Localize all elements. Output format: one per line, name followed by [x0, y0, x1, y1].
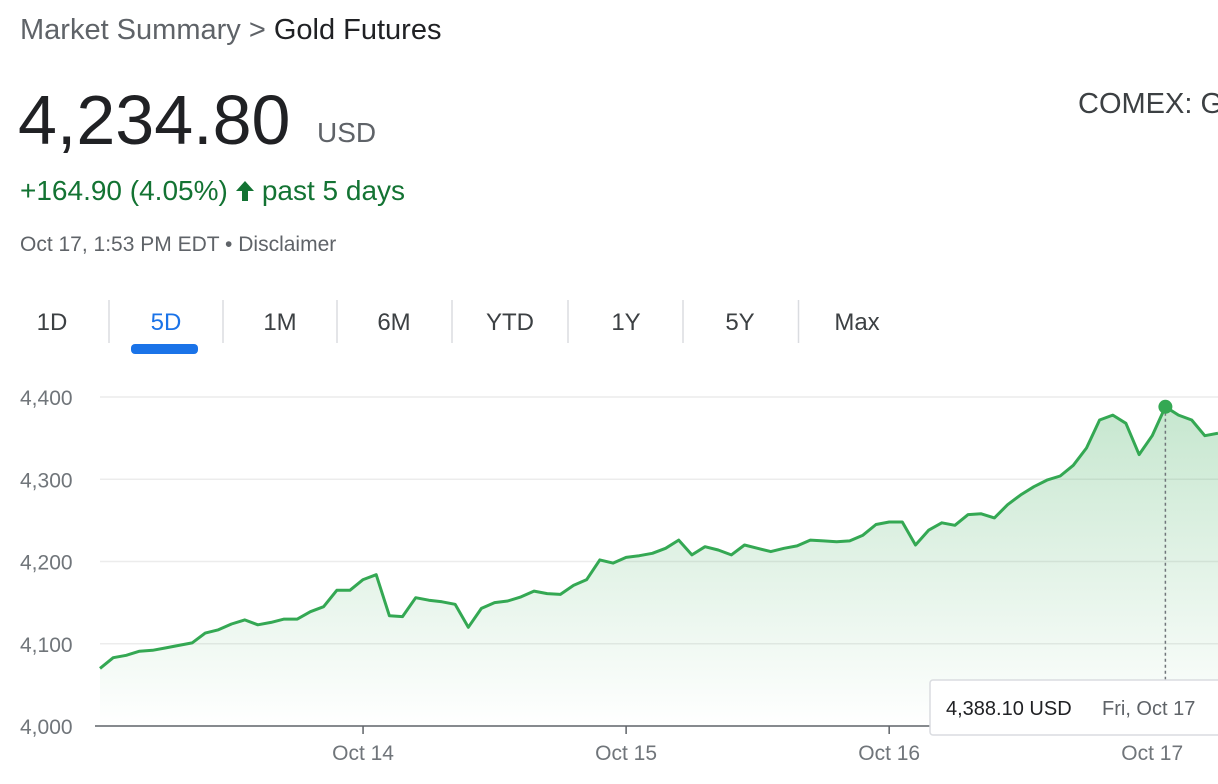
y-tick-label: 4,300 — [20, 469, 73, 492]
range-tab[interactable]: Max — [834, 309, 879, 336]
timestamp: Oct 17, 1:53 PM EDT — [20, 233, 220, 256]
x-tick-label: Oct 14 — [332, 742, 394, 765]
breadcrumb: Market Summary > Gold Futures — [20, 14, 441, 47]
range-tab[interactable]: 5Y — [725, 309, 754, 336]
active-tab-indicator — [131, 344, 198, 354]
price-line — [99, 405, 1218, 670]
range-tab[interactable]: 1M — [263, 309, 296, 336]
tooltip: 4,388.10 USD Fri, Oct 17 — [929, 679, 1218, 736]
price: 4,234.80 — [18, 81, 291, 159]
tooltip-value: 4,388.10 USD — [946, 698, 1072, 720]
x-tick-label: Oct 16 — [858, 742, 920, 765]
disclaimer-link[interactable]: Disclaimer — [238, 233, 337, 256]
range-tab[interactable]: YTD — [486, 309, 534, 336]
range-tab[interactable]: 5D — [151, 309, 182, 336]
y-tick-label: 4,000 — [20, 716, 73, 739]
tooltip-value-number: 4,388.10 — [946, 698, 1024, 720]
tooltip-box — [929, 679, 1218, 736]
x-tick-label: Oct 17 — [1121, 742, 1183, 765]
range-tabs: 1D 5D 1M 6M YTD 1Y 5Y Max — [37, 300, 880, 354]
breadcrumb-link[interactable]: Market Summary — [20, 14, 241, 46]
separator: • — [225, 233, 233, 256]
range-tab[interactable]: 6M — [377, 309, 410, 336]
range-tab[interactable]: 1Y — [611, 309, 640, 336]
currency: USD — [317, 117, 377, 148]
exchange: COMEX: GC — [1078, 88, 1218, 120]
change-row: +164.90 (4.05%) past 5 days — [20, 175, 405, 207]
timestamp-row: Oct 17, 1:53 PM EDT • Disclaimer — [20, 233, 336, 257]
tooltip-time: Fri, Oct 17 — [1102, 698, 1195, 720]
period: past 5 days — [261, 175, 406, 206]
breadcrumb-separator: > — [248, 14, 266, 46]
tooltip-unit: USD — [1029, 698, 1071, 720]
up-arrow — [235, 181, 254, 201]
hover-point — [1158, 399, 1173, 414]
x-tick-label: Oct 15 — [595, 742, 657, 765]
range-tab[interactable]: 1D — [37, 309, 68, 336]
y-tick-label: 4,200 — [20, 552, 73, 575]
y-tick-label: 4,100 — [20, 634, 73, 657]
y-tick-label: 4,400 — [20, 387, 73, 410]
change: +164.90 (4.05%) — [20, 175, 228, 206]
breadcrumb-current: Gold Futures — [273, 14, 442, 46]
area-fill — [100, 406, 1218, 726]
